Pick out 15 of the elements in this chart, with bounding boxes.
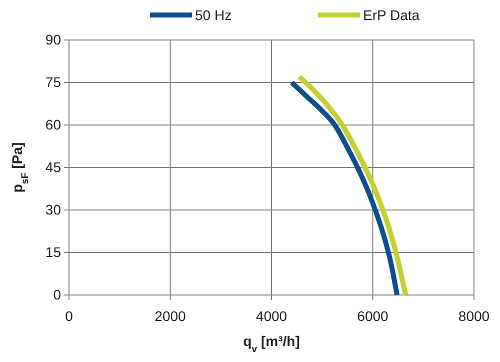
y-tick-label: 0 [53,286,62,302]
y-tick-label: 15 [45,244,62,260]
y-tick-label: 90 [45,31,62,48]
x-tick-label: 0 [65,308,74,324]
x-axis-title: q$_{v}$ [m³/h] [243,333,300,354]
x-tick-label: 6000 [357,308,389,324]
y-tick-label: 45 [45,158,62,175]
y-tick-label: 30 [45,201,62,218]
y-tick-label: 75 [45,74,62,90]
legend-label: ErP Data [363,7,420,23]
x-tick-label: 4000 [256,308,288,324]
legend-label: 50 Hz [195,7,232,23]
y-tick-label: 60 [45,116,62,132]
x-tick-label: 8000 [458,308,490,324]
x-tick-label: 2000 [154,308,186,324]
